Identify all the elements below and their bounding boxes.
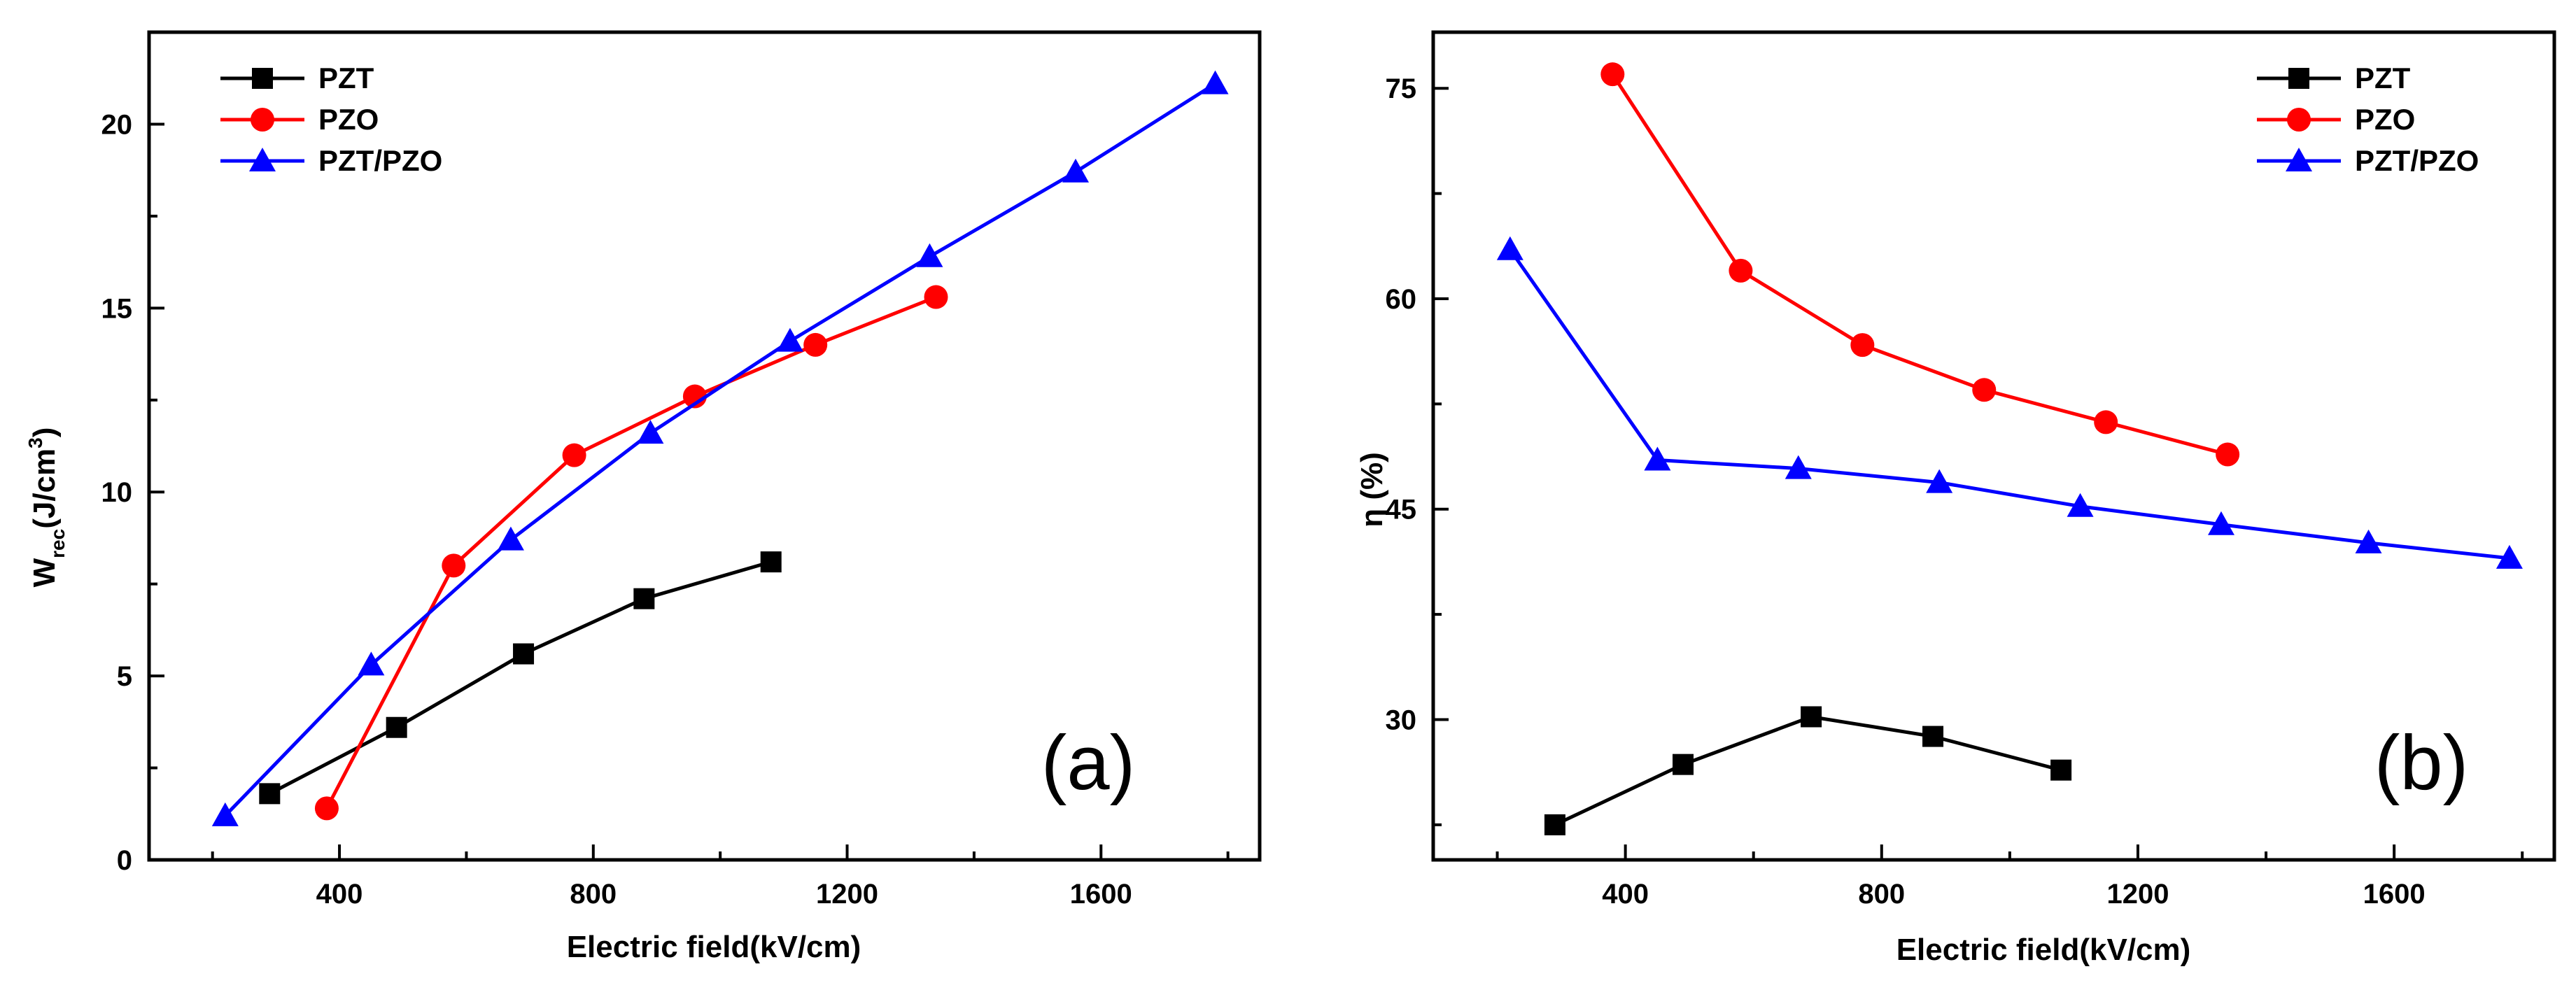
panel-b-y-axis-title: η (%) (1355, 452, 1389, 528)
data-point-pzo (803, 332, 828, 357)
data-point-pzt-pzo (497, 526, 524, 551)
legend-marker-pzt-pzo (249, 148, 276, 171)
data-point-pzo (2094, 410, 2118, 434)
legend-label-pzt-pzo: PZT/PZO (318, 144, 442, 177)
data-point-pzo (1600, 62, 1625, 87)
panel-b-legend: PZT PZO PZT/PZO (2257, 62, 2479, 177)
data-point-pzt (1801, 706, 1822, 728)
data-point-pzt-pzo (2067, 493, 2094, 517)
legend-marker-pzo (2287, 108, 2311, 132)
y-tick-label: 10 (101, 477, 133, 508)
series-line-pzt-pzo (224, 82, 1216, 817)
y-tick-label: 15 (101, 293, 133, 324)
panel-a-y-axis-title: Wrec(J/cm3) (24, 427, 69, 588)
legend-marker-pzt-pzo (2286, 148, 2312, 171)
y-tick-label: 5 (117, 661, 132, 692)
y-tick-label: 75 (1386, 73, 1417, 104)
data-point-pzt-pzo (2207, 511, 2234, 535)
x-tick-label: 800 (570, 879, 617, 910)
data-point-pzt-pzo (1496, 236, 1523, 260)
x-tick-label: 800 (1858, 879, 1905, 910)
data-point-pzt (386, 716, 407, 738)
panel-a-plot-layer (211, 70, 1229, 826)
panel-a-label: (a) (1041, 720, 1135, 806)
panel-a-ticks: 400 800 1200 1600 0 5 10 15 20 (101, 31, 1230, 910)
data-point-pzt (513, 643, 535, 665)
x-tick-label: 400 (316, 879, 363, 910)
data-point-pzo (924, 285, 948, 309)
legend-label-pzo: PZO (318, 103, 379, 136)
series-line-pzt-pzo (1508, 248, 2510, 560)
x-tick-label: 1200 (816, 879, 878, 910)
y-title-superscript: 3 (24, 437, 46, 448)
panel-a-plot-frame (147, 30, 1262, 862)
data-point-pzt-pzo (916, 243, 943, 267)
data-point-pzt (633, 588, 655, 609)
legend-label-pzt: PZT (318, 62, 374, 94)
data-point-pzt-pzo (358, 651, 385, 676)
data-point-pzo (1972, 378, 1997, 402)
panel-b-x-axis-title: Electric field(kV/cm) (1896, 933, 2191, 967)
legend-marker-pzt (2288, 68, 2309, 89)
data-point-pzo (1850, 333, 1875, 358)
panel-b-plot-frame (1431, 30, 2556, 862)
data-point-pzo (314, 796, 339, 821)
panel-a-x-axis-title: Electric field(kV/cm) (567, 930, 861, 964)
x-tick-label: 400 (1602, 879, 1649, 910)
data-point-pzo (682, 384, 707, 409)
legend-label-pzo: PZO (2355, 103, 2415, 136)
y-tick-label: 60 (1386, 284, 1417, 315)
data-point-pzt-pzo (1785, 455, 1812, 479)
y-tick-label: 30 (1386, 705, 1417, 735)
legend-label-pzt: PZT (2355, 62, 2411, 94)
data-point-pzo (562, 443, 586, 467)
series-line-pzo (1611, 73, 2228, 456)
panel-b: 400 800 1200 1600 30 45 60 75 PZT PZO PZT/PZO (b)… (1355, 30, 2556, 967)
data-point-pzt (760, 551, 782, 573)
data-point-pzt-pzo (637, 420, 664, 444)
x-tick-label: 1600 (1070, 879, 1132, 910)
data-point-pzo (1729, 258, 1753, 283)
data-point-pzo (2216, 442, 2240, 467)
y-title-main: W (27, 558, 62, 587)
panel-a: 400 800 1200 1600 0 5 10 15 20 PZT PZO PZT/PZO (a)… (24, 30, 1262, 964)
data-point-pzt-pzo (1926, 469, 1953, 493)
x-tick-label: 1200 (2106, 879, 2169, 910)
y-tick-label: 45 (1386, 495, 1417, 525)
legend-marker-pzo (251, 108, 274, 132)
x-tick-label: 1600 (2363, 879, 2426, 910)
data-point-pzt-pzo (1062, 158, 1090, 183)
data-point-pzt (1544, 814, 1565, 835)
data-point-pzt (1922, 726, 1944, 747)
y-tick-label: 20 (101, 109, 133, 140)
data-point-pzt (2050, 759, 2072, 781)
series-line-pzo (325, 295, 937, 809)
panel-b-label: (b) (2374, 720, 2468, 806)
series-line-pzt (269, 560, 772, 795)
panel-b-ticks: 400 800 1200 1600 30 45 60 75 (1386, 73, 2524, 910)
y-tick-label: 0 (117, 845, 132, 876)
series-line-pzt (1554, 714, 2062, 827)
panel-b-plot-layer (1496, 62, 2523, 835)
legend-marker-pzt (252, 68, 273, 89)
data-point-pzo (442, 553, 466, 578)
legend-label-pzt-pzo: PZT/PZO (2355, 144, 2479, 177)
data-point-pzt-pzo (1202, 70, 1229, 94)
data-point-pzt (259, 783, 281, 805)
data-point-pzt-pzo (1644, 446, 1671, 471)
data-point-pzt-pzo (776, 327, 803, 352)
data-point-pzt-pzo (2496, 544, 2523, 569)
panel-a-legend: PZT PZO PZT/PZO (220, 62, 442, 177)
y-title-close: ) (27, 427, 62, 438)
y-title-unit: (J/cm (27, 448, 62, 529)
data-point-pzt-pzo (2355, 529, 2382, 553)
data-point-pzt (1673, 754, 1694, 775)
data-point-pzt-pzo (211, 802, 239, 826)
y-title-subscript: rec (47, 529, 69, 558)
